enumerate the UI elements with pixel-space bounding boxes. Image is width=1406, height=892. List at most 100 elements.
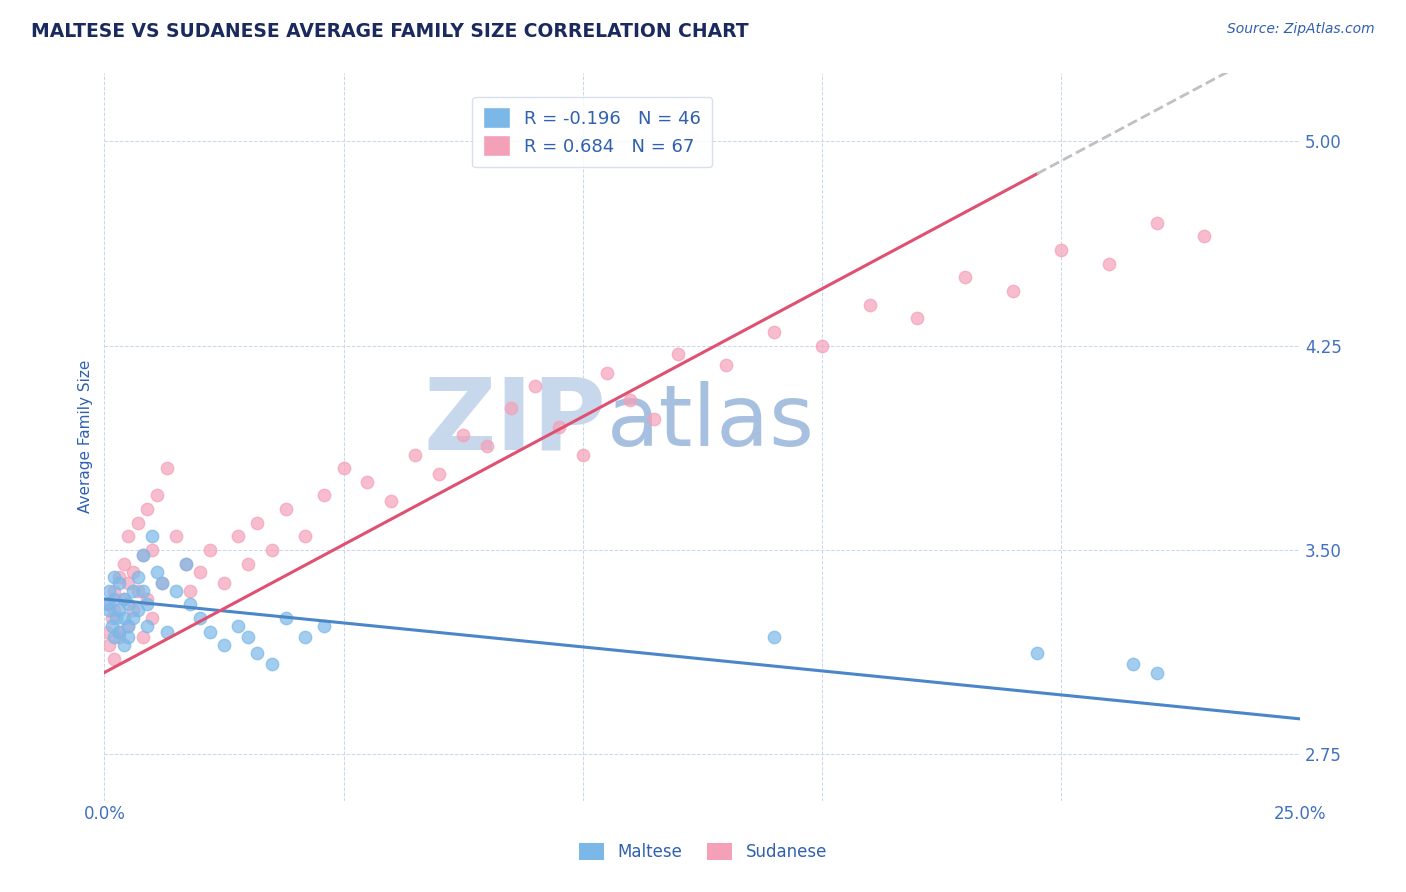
Point bbox=[212, 638, 235, 652]
Point bbox=[107, 575, 129, 590]
Legend: Maltese, Sudanese: Maltese, Sudanese bbox=[572, 836, 834, 868]
Point bbox=[98, 603, 121, 617]
Point bbox=[356, 475, 378, 489]
Point bbox=[276, 611, 298, 625]
Point bbox=[103, 603, 125, 617]
Point bbox=[188, 565, 211, 579]
Point bbox=[907, 311, 929, 326]
Point bbox=[226, 619, 249, 633]
Point bbox=[127, 570, 149, 584]
Point bbox=[236, 557, 259, 571]
Point bbox=[107, 624, 129, 639]
Point bbox=[174, 557, 197, 571]
Point bbox=[136, 502, 159, 516]
Point bbox=[475, 439, 498, 453]
Point bbox=[146, 565, 169, 579]
Text: Source: ZipAtlas.com: Source: ZipAtlas.com bbox=[1227, 22, 1375, 37]
Point bbox=[226, 529, 249, 543]
Point bbox=[127, 516, 149, 530]
Point bbox=[96, 598, 118, 612]
Point bbox=[236, 630, 259, 644]
Point bbox=[122, 565, 145, 579]
Point bbox=[619, 392, 641, 407]
Point bbox=[150, 575, 173, 590]
Point bbox=[103, 583, 125, 598]
Point bbox=[131, 549, 153, 563]
Point bbox=[112, 638, 135, 652]
Point bbox=[404, 448, 426, 462]
Point bbox=[141, 611, 163, 625]
Point bbox=[1026, 647, 1049, 661]
Point bbox=[427, 467, 450, 481]
Point bbox=[380, 493, 402, 508]
Point bbox=[98, 638, 121, 652]
Point bbox=[1146, 216, 1168, 230]
Point bbox=[859, 298, 882, 312]
Point bbox=[165, 583, 187, 598]
Point bbox=[117, 619, 139, 633]
Point bbox=[122, 603, 145, 617]
Point bbox=[150, 575, 173, 590]
Point bbox=[260, 542, 283, 557]
Point bbox=[117, 619, 139, 633]
Point bbox=[131, 549, 153, 563]
Point bbox=[155, 461, 177, 475]
Point bbox=[276, 502, 298, 516]
Point bbox=[103, 570, 125, 584]
Point bbox=[547, 420, 569, 434]
Point bbox=[1050, 243, 1073, 257]
Text: ZIP: ZIP bbox=[423, 374, 606, 471]
Point bbox=[294, 630, 316, 644]
Point bbox=[103, 591, 125, 606]
Point bbox=[314, 619, 336, 633]
Point bbox=[146, 488, 169, 502]
Point bbox=[212, 575, 235, 590]
Point bbox=[100, 619, 122, 633]
Point bbox=[1122, 657, 1144, 672]
Point bbox=[714, 358, 737, 372]
Point bbox=[198, 542, 221, 557]
Point bbox=[314, 488, 336, 502]
Point bbox=[571, 448, 593, 462]
Point bbox=[179, 583, 201, 598]
Point bbox=[188, 611, 211, 625]
Point bbox=[1098, 257, 1121, 271]
Point bbox=[955, 270, 977, 285]
Point bbox=[117, 630, 139, 644]
Point bbox=[107, 624, 129, 639]
Point bbox=[112, 591, 135, 606]
Point bbox=[141, 542, 163, 557]
Point bbox=[260, 657, 283, 672]
Point bbox=[107, 570, 129, 584]
Point bbox=[198, 624, 221, 639]
Point bbox=[294, 529, 316, 543]
Point bbox=[810, 338, 832, 352]
Y-axis label: Average Family Size: Average Family Size bbox=[79, 360, 93, 514]
Point bbox=[117, 529, 139, 543]
Point bbox=[451, 428, 474, 442]
Point bbox=[136, 591, 159, 606]
Point bbox=[136, 619, 159, 633]
Point bbox=[107, 603, 129, 617]
Point bbox=[332, 461, 354, 475]
Point bbox=[1194, 229, 1216, 244]
Point bbox=[96, 624, 118, 639]
Point bbox=[643, 412, 665, 426]
Point bbox=[127, 603, 149, 617]
Point bbox=[100, 611, 122, 625]
Legend: R = -0.196   N = 46, R = 0.684   N = 67: R = -0.196 N = 46, R = 0.684 N = 67 bbox=[472, 96, 713, 167]
Point bbox=[112, 611, 135, 625]
Point bbox=[103, 652, 125, 666]
Point bbox=[174, 557, 197, 571]
Point bbox=[762, 630, 785, 644]
Point bbox=[112, 557, 135, 571]
Point bbox=[105, 611, 128, 625]
Point bbox=[122, 583, 145, 598]
Point bbox=[122, 611, 145, 625]
Point bbox=[98, 583, 121, 598]
Text: MALTESE VS SUDANESE AVERAGE FAMILY SIZE CORRELATION CHART: MALTESE VS SUDANESE AVERAGE FAMILY SIZE … bbox=[31, 22, 748, 41]
Point bbox=[98, 598, 121, 612]
Point bbox=[1002, 284, 1025, 298]
Point bbox=[155, 624, 177, 639]
Point bbox=[523, 379, 546, 393]
